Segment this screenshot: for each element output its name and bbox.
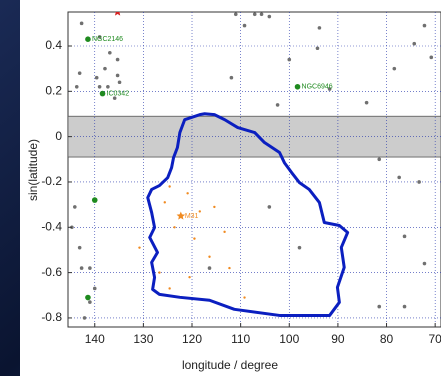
x-tick-label: 90: [331, 332, 345, 346]
point: [117, 80, 122, 85]
point: [92, 286, 97, 291]
point: [112, 96, 117, 100]
figure-panel: [20, 0, 441, 376]
y-tick-label: -0.6: [41, 265, 62, 279]
plot-area: NGC2146 IC0342 NGC6946 M31: [68, 12, 441, 327]
point: [163, 201, 166, 204]
point: [186, 192, 189, 195]
point: [364, 100, 369, 105]
point: [108, 50, 112, 55]
point: [91, 197, 98, 203]
point: [267, 14, 272, 19]
x-tick-label: 100: [279, 332, 299, 346]
x-tick-label: 110: [231, 332, 250, 346]
point-label: NGC6946: [302, 84, 333, 91]
point: [99, 90, 106, 97]
point: [168, 185, 171, 188]
point: [168, 287, 171, 290]
point: [138, 246, 141, 249]
x-tick-label: 140: [85, 332, 105, 346]
point: [208, 255, 211, 258]
point: [198, 210, 201, 213]
point: [207, 266, 212, 270]
point: [429, 55, 434, 60]
point: [188, 275, 191, 279]
point: [115, 57, 120, 62]
point: [97, 84, 102, 89]
point: [294, 83, 301, 90]
point: [85, 36, 91, 42]
point-label: M31: [185, 213, 199, 220]
x-axis-label: longitude / degree: [182, 358, 278, 372]
point: [402, 304, 407, 309]
point: [88, 300, 92, 304]
point: [73, 205, 77, 209]
point: [252, 12, 257, 17]
point: [317, 26, 322, 30]
x-tick-label: 120: [182, 332, 202, 346]
point: [412, 41, 417, 46]
star-point: [176, 211, 186, 220]
point: [77, 245, 82, 250]
y-tick-label: -0.4: [41, 219, 62, 233]
point: [233, 12, 238, 17]
point: [193, 237, 196, 240]
point: [97, 35, 102, 39]
point: [377, 157, 382, 162]
contour: [146, 112, 350, 317]
point: [115, 73, 120, 78]
point: [259, 12, 264, 17]
point: [79, 266, 84, 270]
point: [397, 175, 401, 180]
point: [267, 205, 272, 209]
point: [79, 21, 84, 26]
point: [103, 66, 107, 71]
point: [422, 23, 427, 28]
point: [327, 87, 332, 91]
point-label: NGC2146: [92, 36, 123, 43]
x-tick-label: 80: [380, 332, 394, 346]
point: [74, 84, 79, 89]
x-tick-label: 70: [428, 332, 441, 346]
point: [228, 266, 231, 270]
point: [94, 75, 99, 80]
point: [377, 304, 382, 309]
point: [82, 316, 87, 320]
point: [392, 66, 397, 71]
y-tick-label: 0.4: [45, 38, 62, 52]
y-tick-label: -0.8: [41, 310, 62, 324]
point: [243, 296, 246, 299]
point: [422, 261, 427, 266]
point: [275, 103, 280, 107]
point: [85, 294, 91, 301]
x-tick-label: 130: [133, 332, 153, 346]
y-tick-label: 0.2: [45, 83, 62, 97]
point: [106, 84, 110, 89]
point: [173, 226, 176, 229]
point-label: IC0342: [107, 90, 130, 97]
y-tick-label: 0: [55, 129, 62, 143]
point: [88, 266, 92, 270]
plot-frame: [67, 11, 441, 328]
star-point: [114, 12, 121, 16]
point: [417, 180, 421, 184]
y-tick-label: -0.2: [41, 174, 62, 188]
point: [287, 57, 292, 62]
point: [242, 23, 247, 28]
point: [229, 75, 234, 80]
point: [315, 46, 320, 51]
point: [77, 71, 82, 75]
point: [158, 271, 161, 274]
point: [213, 205, 216, 209]
point: [297, 245, 302, 250]
point: [223, 230, 226, 234]
point: [402, 234, 407, 239]
y-axis-label: sin(latitude): [26, 139, 40, 201]
